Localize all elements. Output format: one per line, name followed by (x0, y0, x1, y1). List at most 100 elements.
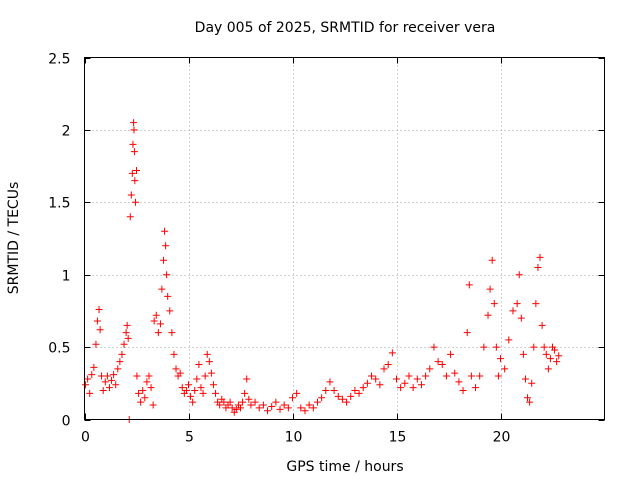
data-point (397, 384, 405, 392)
data-point (164, 292, 172, 300)
data-point (131, 177, 139, 185)
data-point (388, 349, 396, 357)
x-tick-label: 15 (389, 430, 407, 446)
data-point (347, 392, 355, 400)
data-point (363, 379, 371, 387)
data-point (92, 340, 100, 348)
data-point (486, 285, 494, 293)
data-point (103, 372, 111, 380)
data-point (133, 166, 140, 174)
data-point (330, 387, 338, 395)
data-point (189, 398, 197, 406)
x-tick-label: 10 (285, 430, 303, 446)
data-point (133, 372, 141, 380)
data-point (368, 372, 376, 380)
data-point (216, 401, 224, 409)
data-point (472, 384, 480, 392)
data-point (84, 375, 92, 383)
data-point (158, 285, 166, 293)
data-point (205, 358, 213, 366)
grid-lines (84, 57, 605, 420)
data-point (538, 321, 546, 329)
data-point (82, 381, 90, 389)
data-point (515, 271, 523, 279)
y-tick-label: 1 (62, 269, 71, 285)
data-point (105, 384, 113, 392)
data-point (156, 320, 164, 328)
data-point (139, 387, 147, 395)
data-points (82, 119, 563, 423)
x-tick-label: 5 (185, 430, 194, 446)
data-point (451, 369, 459, 377)
y-tick-label: 2.5 (48, 52, 70, 68)
data-point (193, 375, 201, 383)
data-point (128, 169, 136, 177)
data-point (459, 387, 467, 395)
data-point (259, 401, 267, 409)
data-point (405, 372, 413, 380)
data-point (166, 307, 174, 315)
data-point (376, 381, 384, 389)
y-tick-label: 0.5 (48, 341, 70, 357)
data-point (393, 375, 400, 383)
data-point (544, 365, 552, 373)
data-point (492, 343, 500, 351)
data-point (152, 311, 160, 319)
data-point (409, 384, 417, 392)
data-point (110, 371, 118, 379)
data-point (99, 387, 107, 395)
data-point (207, 369, 215, 377)
chart-title: Day 005 of 2025, SRMTID for receiver ver… (195, 20, 496, 36)
data-point (467, 372, 475, 380)
data-point (88, 371, 96, 379)
data-point (534, 263, 542, 271)
data-point (284, 404, 292, 412)
data-point (272, 398, 280, 406)
data-point (264, 407, 272, 415)
data-point (141, 394, 149, 402)
data-point (187, 392, 195, 400)
data-point (355, 389, 363, 397)
data-point (130, 148, 138, 156)
data-point (147, 384, 155, 392)
data-point (351, 387, 359, 395)
data-point (116, 358, 124, 366)
data-point (95, 305, 103, 313)
data-point (126, 213, 134, 221)
data-point (413, 375, 421, 383)
data-point (551, 346, 559, 354)
data-point (185, 381, 192, 389)
data-point (154, 329, 162, 337)
data-point (232, 405, 240, 413)
data-point (505, 336, 513, 344)
data-point (268, 402, 276, 410)
data-point (241, 389, 249, 397)
data-point (212, 389, 220, 397)
data-point (343, 398, 351, 406)
y-tick-label: 1.5 (48, 196, 70, 212)
data-point (480, 343, 488, 351)
data-point (108, 376, 116, 384)
data-point (455, 378, 463, 386)
data-point (163, 271, 171, 279)
data-point (247, 401, 255, 409)
data-point (494, 372, 502, 380)
data-point (168, 329, 176, 337)
y-tick-labels: 0 0.5 1 1.5 2 2.5 (48, 52, 70, 430)
y-tick-label: 2 (62, 124, 71, 140)
data-point (519, 350, 527, 358)
data-point (112, 381, 120, 389)
data-point (237, 404, 244, 412)
data-point (528, 379, 536, 387)
data-point (195, 360, 203, 368)
data-point (297, 404, 305, 412)
data-point (542, 350, 550, 358)
data-point (101, 378, 109, 386)
data-point (463, 329, 471, 337)
data-point (309, 404, 317, 412)
data-point (96, 326, 104, 334)
data-point (220, 398, 228, 406)
data-point (532, 300, 540, 308)
data-point (289, 394, 296, 402)
